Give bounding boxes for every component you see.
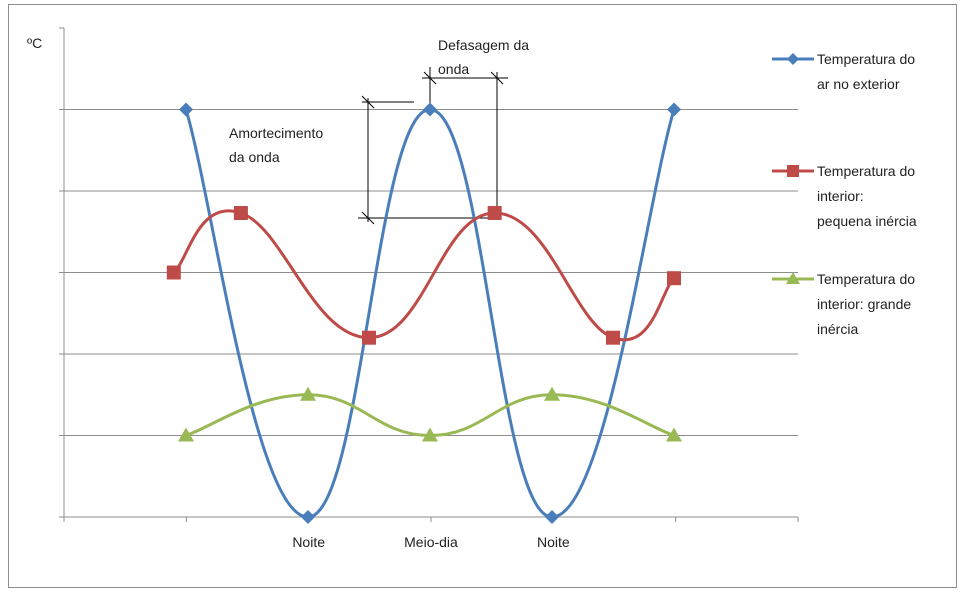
legend-label: pequena inércia (817, 213, 917, 229)
amortecimento-label-2: da onda (229, 149, 280, 165)
legend-label: Temperatura do (817, 271, 915, 287)
data-point (423, 102, 437, 117)
legend-label: interior: grande (817, 296, 911, 312)
series-3 (178, 386, 682, 442)
legend-marker (787, 165, 799, 177)
legend-marker (787, 53, 799, 65)
legend-entry: Temperatura do interior: pequena inércia (772, 163, 917, 229)
data-point (666, 427, 682, 442)
series-1 (179, 102, 681, 524)
legend-entry: Temperatura do ar no exterior (772, 51, 915, 92)
amortecimento-label-1: Amortecimento (229, 125, 323, 141)
legend-marker (786, 272, 800, 284)
y-axis-label: ºC (27, 35, 42, 51)
data-point (487, 206, 502, 221)
defasagem-label-2: onda (438, 61, 469, 77)
data-point (301, 510, 315, 524)
data-point (606, 330, 620, 345)
legend-label: interior: (817, 188, 864, 204)
data-point (166, 265, 181, 280)
data-point (545, 510, 559, 524)
x-tick-label: Meio-dia (404, 534, 458, 550)
legend-label: Temperatura do (817, 51, 915, 67)
defasagem-bracket (422, 67, 508, 220)
legend-label: inércia (817, 321, 858, 337)
x-tick-label: Noite (292, 534, 325, 550)
series-2 (166, 206, 681, 345)
data-point (300, 386, 316, 401)
data-point (667, 102, 681, 117)
x-tick-label: Noite (537, 534, 570, 550)
legend-label: Temperatura do (817, 163, 915, 179)
x-tick-labels: Noite Meio-dia Noite (292, 534, 570, 550)
data-point (178, 427, 194, 442)
data-point (362, 330, 376, 345)
data-point (233, 206, 248, 221)
annotations: Amortecimento da onda Defasagem da onda (229, 37, 529, 225)
data-point (544, 386, 560, 401)
legend-label: ar no exterior (817, 76, 900, 92)
data-point (667, 271, 681, 286)
data-point (422, 427, 438, 442)
defasagem-label-1: Defasagem da (438, 37, 529, 53)
data-point (179, 102, 193, 117)
legend-entry: Temperatura do interior: grande inércia (772, 271, 915, 337)
chart-border (8, 4, 957, 588)
series (166, 102, 682, 524)
